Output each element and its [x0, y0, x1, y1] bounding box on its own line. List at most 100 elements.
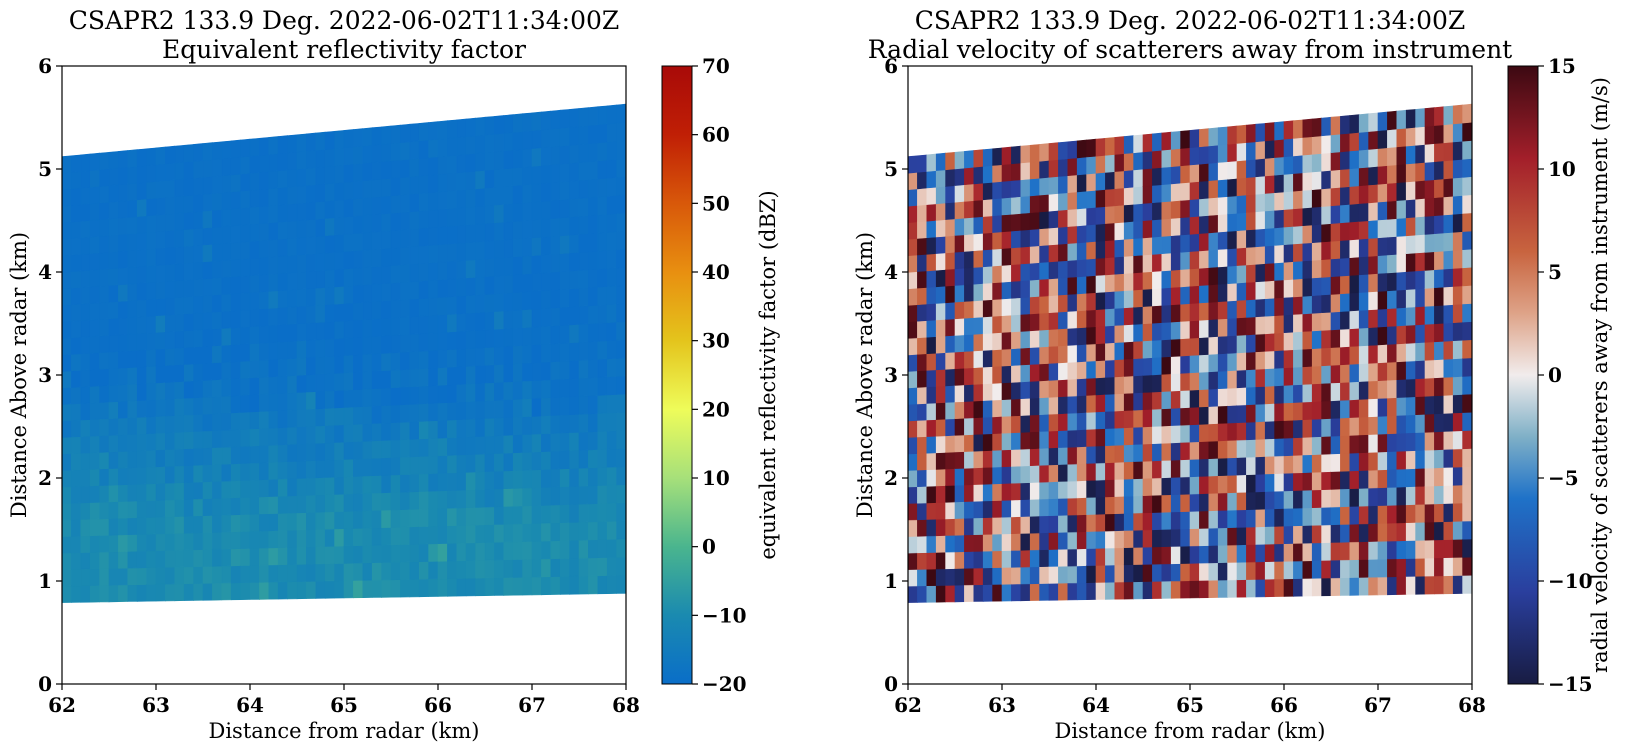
heatmap-cell — [155, 499, 166, 518]
heatmap-cell — [418, 122, 429, 142]
heatmap-cell — [1293, 278, 1304, 298]
heatmap-cell — [465, 277, 476, 297]
heatmap-cell — [1396, 163, 1407, 184]
heatmap-cell — [503, 559, 514, 578]
heatmap-cell — [1020, 549, 1031, 568]
heatmap-cell — [1302, 242, 1313, 262]
heatmap-cell — [1142, 374, 1153, 393]
heatmap-cell — [1264, 438, 1275, 457]
heatmap-cell — [1302, 171, 1313, 191]
heatmap-cell — [418, 508, 429, 527]
heatmap-cell — [1443, 159, 1454, 180]
heatmap-cell — [1462, 321, 1472, 341]
heatmap-cell — [118, 584, 129, 603]
heatmap-cell — [1114, 324, 1125, 343]
heatmap-cell — [1302, 365, 1313, 385]
heatmap-cell — [428, 508, 439, 527]
heatmap-cell — [80, 568, 91, 587]
heatmap-cell — [62, 254, 72, 273]
heatmap-cell — [1396, 289, 1407, 309]
heatmap-cell — [1114, 444, 1125, 463]
heatmap-cell — [71, 187, 82, 206]
heatmap-cell — [512, 184, 523, 204]
heatmap-cell — [578, 521, 589, 541]
heatmap-cell — [1236, 194, 1247, 214]
heatmap-cell — [569, 288, 580, 308]
heatmap-cell — [1368, 505, 1379, 525]
heatmap-cell — [183, 329, 194, 348]
heatmap-cell — [588, 449, 599, 469]
heatmap-cell — [127, 249, 138, 268]
heatmap-cell — [127, 299, 138, 318]
heatmap-cell — [193, 464, 204, 483]
heatmap-cell — [1170, 563, 1181, 582]
heatmap-cell — [353, 562, 364, 581]
heatmap-cell — [1424, 539, 1435, 559]
heatmap-cell — [559, 109, 570, 129]
heatmap-cell — [437, 331, 448, 351]
colorbar-tick-label: 60 — [702, 123, 730, 147]
heatmap-cell — [465, 453, 476, 473]
heatmap-cell — [306, 287, 317, 307]
heatmap-cell — [362, 162, 373, 182]
heatmap-cell — [973, 232, 984, 252]
heatmap-cell — [381, 579, 392, 598]
heatmap-cell — [146, 500, 157, 518]
heatmap-cell — [62, 155, 72, 174]
heatmap-cell — [1330, 240, 1341, 260]
heatmap-cell — [982, 416, 993, 435]
heatmap-cell — [1105, 222, 1116, 242]
heatmap-cell — [165, 179, 176, 198]
heatmap-cell — [165, 297, 176, 316]
heatmap-cell — [1246, 439, 1257, 458]
heatmap-cell — [503, 577, 514, 596]
heatmap-cell — [588, 196, 599, 217]
heatmap-cell — [1302, 312, 1313, 332]
heatmap-cell — [954, 401, 965, 420]
heatmap-cell — [174, 566, 185, 585]
heatmap-cell — [1114, 256, 1125, 275]
heatmap-cell — [578, 503, 589, 523]
heatmap-cell — [908, 271, 918, 290]
heatmap-cell — [418, 174, 429, 194]
heatmap-cell — [1029, 583, 1040, 601]
heatmap-cell — [99, 484, 110, 503]
heatmap-cell — [1434, 431, 1445, 451]
heatmap-cell — [334, 511, 345, 530]
heatmap-cell — [1293, 331, 1304, 351]
heatmap-cell — [390, 229, 401, 249]
heatmap-cell — [606, 231, 617, 251]
heatmap-cell — [296, 340, 307, 359]
heatmap-cell — [418, 420, 429, 440]
heatmap-cell — [1133, 495, 1144, 514]
colorbar-label: radial velocity of scatterers away from … — [1588, 77, 1612, 673]
heatmap-cell — [1020, 144, 1031, 164]
heatmap-cell — [324, 182, 335, 202]
heatmap-cell — [1274, 560, 1285, 580]
heatmap-cell — [1330, 275, 1341, 295]
heatmap-cell — [1462, 103, 1472, 124]
heatmap-cell — [221, 395, 232, 414]
heatmap-cell — [1058, 311, 1069, 330]
heatmap-cell — [259, 427, 270, 447]
heatmap-cell — [1227, 230, 1238, 250]
heatmap-cell — [1415, 198, 1426, 218]
heatmap-cell — [409, 403, 420, 423]
heatmap-cell — [1029, 464, 1040, 483]
heatmap-cell — [1161, 563, 1172, 582]
heatmap-cell — [1236, 491, 1247, 511]
heatmap-cell — [1368, 308, 1379, 329]
heatmap-cell — [1405, 180, 1416, 201]
heatmap-cell — [1349, 541, 1360, 561]
heatmap-cell — [569, 449, 580, 469]
heatmap-cell — [1217, 143, 1228, 163]
heatmap-cell — [456, 118, 467, 138]
y-tick-label: 5 — [38, 157, 52, 181]
heatmap-cell — [1105, 154, 1116, 173]
y-tick-label: 4 — [38, 260, 52, 284]
heatmap-cell — [127, 283, 138, 302]
heatmap-cell — [1039, 396, 1050, 416]
heatmap-cell — [221, 361, 232, 380]
heatmap-cell — [1330, 435, 1341, 455]
